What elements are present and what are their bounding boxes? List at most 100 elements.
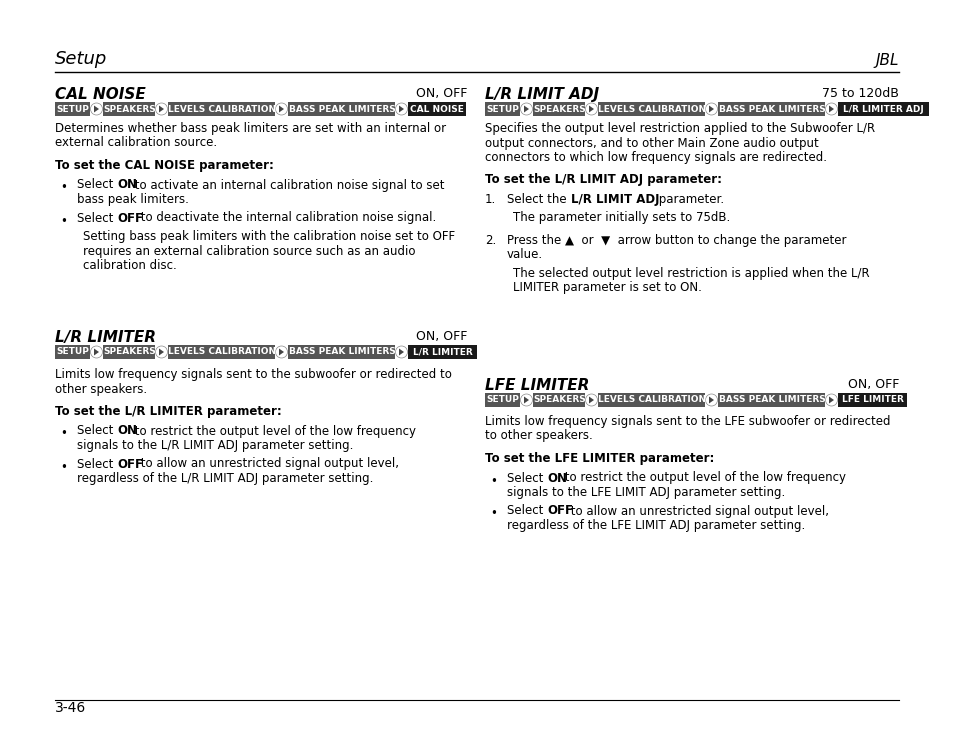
Text: ON, OFF: ON, OFF [416, 330, 467, 343]
Text: LFE LIMITER: LFE LIMITER [484, 378, 589, 393]
Bar [288, 102, 395, 116]
Text: Determines whether bass peak limiters are set with an internal or: Determines whether bass peak limiters ar… [55, 122, 446, 135]
Polygon shape [94, 106, 99, 112]
Text: OFF: OFF [547, 505, 573, 517]
Text: bass peak limiters.: bass peak limiters. [77, 193, 189, 206]
Circle shape [520, 103, 532, 115]
Circle shape [585, 394, 597, 406]
Polygon shape [588, 106, 594, 112]
Text: CAL NOISE: CAL NOISE [410, 105, 464, 114]
Text: Limits low frequency signals sent to the subwoofer or redirected to: Limits low frequency signals sent to the… [55, 368, 452, 381]
Text: L/R LIMIT ADJ: L/R LIMIT ADJ [484, 87, 598, 102]
Polygon shape [159, 348, 164, 356]
Text: SPEAKERS: SPEAKERS [103, 105, 155, 114]
Text: OFF: OFF [117, 212, 144, 224]
Text: •: • [60, 182, 67, 195]
Text: LEVELS CALIBRATION: LEVELS CALIBRATION [168, 105, 275, 114]
Bar [484, 102, 520, 116]
Text: To set the CAL NOISE parameter:: To set the CAL NOISE parameter: [55, 159, 274, 172]
Polygon shape [278, 348, 284, 356]
Text: parameter.: parameter. [655, 193, 723, 206]
Circle shape [705, 394, 717, 406]
Bar [484, 393, 520, 407]
Text: ON: ON [117, 179, 137, 191]
Text: BASS PEAK LIMITERS: BASS PEAK LIMITERS [289, 105, 395, 114]
Text: BASS PEAK LIMITERS: BASS PEAK LIMITERS [718, 396, 824, 404]
Bar [55, 102, 91, 116]
Text: other speakers.: other speakers. [55, 382, 147, 396]
Text: 1.: 1. [484, 193, 496, 206]
Circle shape [824, 394, 837, 406]
Polygon shape [523, 106, 529, 112]
Text: OFF: OFF [117, 458, 144, 471]
Bar [533, 393, 585, 407]
Circle shape [155, 103, 168, 115]
Circle shape [395, 103, 407, 115]
Text: SPEAKERS: SPEAKERS [533, 105, 585, 114]
Text: to activate an internal calibration noise signal to set: to activate an internal calibration nois… [131, 179, 444, 191]
Polygon shape [94, 348, 99, 356]
Text: LEVELS CALIBRATION: LEVELS CALIBRATION [598, 396, 705, 404]
Text: SETUP: SETUP [486, 396, 518, 404]
Circle shape [275, 346, 287, 358]
Text: The parameter initially sets to 75dB.: The parameter initially sets to 75dB. [513, 212, 729, 224]
Bar [169, 102, 275, 116]
Text: L/R LIMIT ADJ: L/R LIMIT ADJ [570, 193, 659, 206]
Text: L/R LIMITER: L/R LIMITER [413, 348, 472, 356]
Text: Select: Select [77, 179, 117, 191]
Text: CAL NOISE: CAL NOISE [55, 87, 146, 102]
Text: •: • [490, 475, 497, 488]
Text: Specifies the output level restriction applied to the Subwoofer L/R: Specifies the output level restriction a… [484, 122, 874, 135]
Text: ON: ON [547, 472, 567, 485]
Bar [288, 345, 395, 359]
Text: to allow an unrestricted signal output level,: to allow an unrestricted signal output l… [566, 505, 828, 517]
Text: L/R LIMITER ADJ: L/R LIMITER ADJ [842, 105, 923, 114]
Text: Select: Select [506, 505, 547, 517]
Polygon shape [828, 396, 833, 404]
Text: value.: value. [506, 249, 542, 261]
Text: LEVELS CALIBRATION: LEVELS CALIBRATION [168, 348, 275, 356]
Polygon shape [523, 396, 529, 404]
Bar [103, 102, 155, 116]
Bar [598, 102, 705, 116]
Circle shape [705, 103, 717, 115]
Circle shape [824, 103, 837, 115]
Circle shape [520, 394, 532, 406]
Text: •: • [490, 508, 497, 520]
Polygon shape [708, 396, 713, 404]
Polygon shape [159, 106, 164, 112]
Text: signals to the L/R LIMIT ADJ parameter setting.: signals to the L/R LIMIT ADJ parameter s… [77, 439, 353, 452]
Text: to allow an unrestricted signal output level,: to allow an unrestricted signal output l… [137, 458, 398, 471]
Text: Select: Select [506, 472, 547, 485]
Text: Setup: Setup [55, 50, 107, 68]
Text: LIMITER parameter is set to ON.: LIMITER parameter is set to ON. [513, 281, 701, 294]
Bar [838, 393, 906, 407]
Circle shape [155, 346, 168, 358]
Text: connectors to which low frequency signals are redirected.: connectors to which low frequency signal… [484, 151, 826, 164]
Circle shape [91, 346, 102, 358]
Circle shape [275, 103, 287, 115]
Bar [169, 345, 275, 359]
Text: Select: Select [77, 458, 117, 471]
Circle shape [91, 103, 102, 115]
Text: to deactivate the internal calibration noise signal.: to deactivate the internal calibration n… [137, 212, 436, 224]
Text: Press the ▲  or  ▼  arrow button to change the parameter: Press the ▲ or ▼ arrow button to change … [506, 234, 845, 247]
Text: regardless of the L/R LIMIT ADJ parameter setting.: regardless of the L/R LIMIT ADJ paramete… [77, 472, 373, 485]
Text: signals to the LFE LIMIT ADJ parameter setting.: signals to the LFE LIMIT ADJ parameter s… [506, 486, 784, 499]
Text: 2.: 2. [484, 234, 496, 247]
Text: SPEAKERS: SPEAKERS [533, 396, 585, 404]
Text: The selected output level restriction is applied when the L/R: The selected output level restriction is… [513, 267, 869, 280]
Text: LEVELS CALIBRATION: LEVELS CALIBRATION [598, 105, 705, 114]
Text: to restrict the output level of the low frequency: to restrict the output level of the low … [560, 472, 844, 485]
Bar [598, 393, 705, 407]
Text: To set the L/R LIMITER parameter:: To set the L/R LIMITER parameter: [55, 405, 281, 418]
Text: output connectors, and to other Main Zone audio output: output connectors, and to other Main Zon… [484, 137, 818, 150]
Text: Select: Select [77, 212, 117, 224]
Bar [408, 345, 476, 359]
Text: To set the L/R LIMIT ADJ parameter:: To set the L/R LIMIT ADJ parameter: [484, 173, 721, 187]
Polygon shape [708, 106, 713, 112]
Text: SETUP: SETUP [56, 348, 89, 356]
Text: Limits low frequency signals sent to the LFE subwoofer or redirected: Limits low frequency signals sent to the… [484, 415, 889, 428]
Text: •: • [60, 461, 67, 474]
Text: to restrict the output level of the low frequency: to restrict the output level of the low … [131, 424, 416, 438]
